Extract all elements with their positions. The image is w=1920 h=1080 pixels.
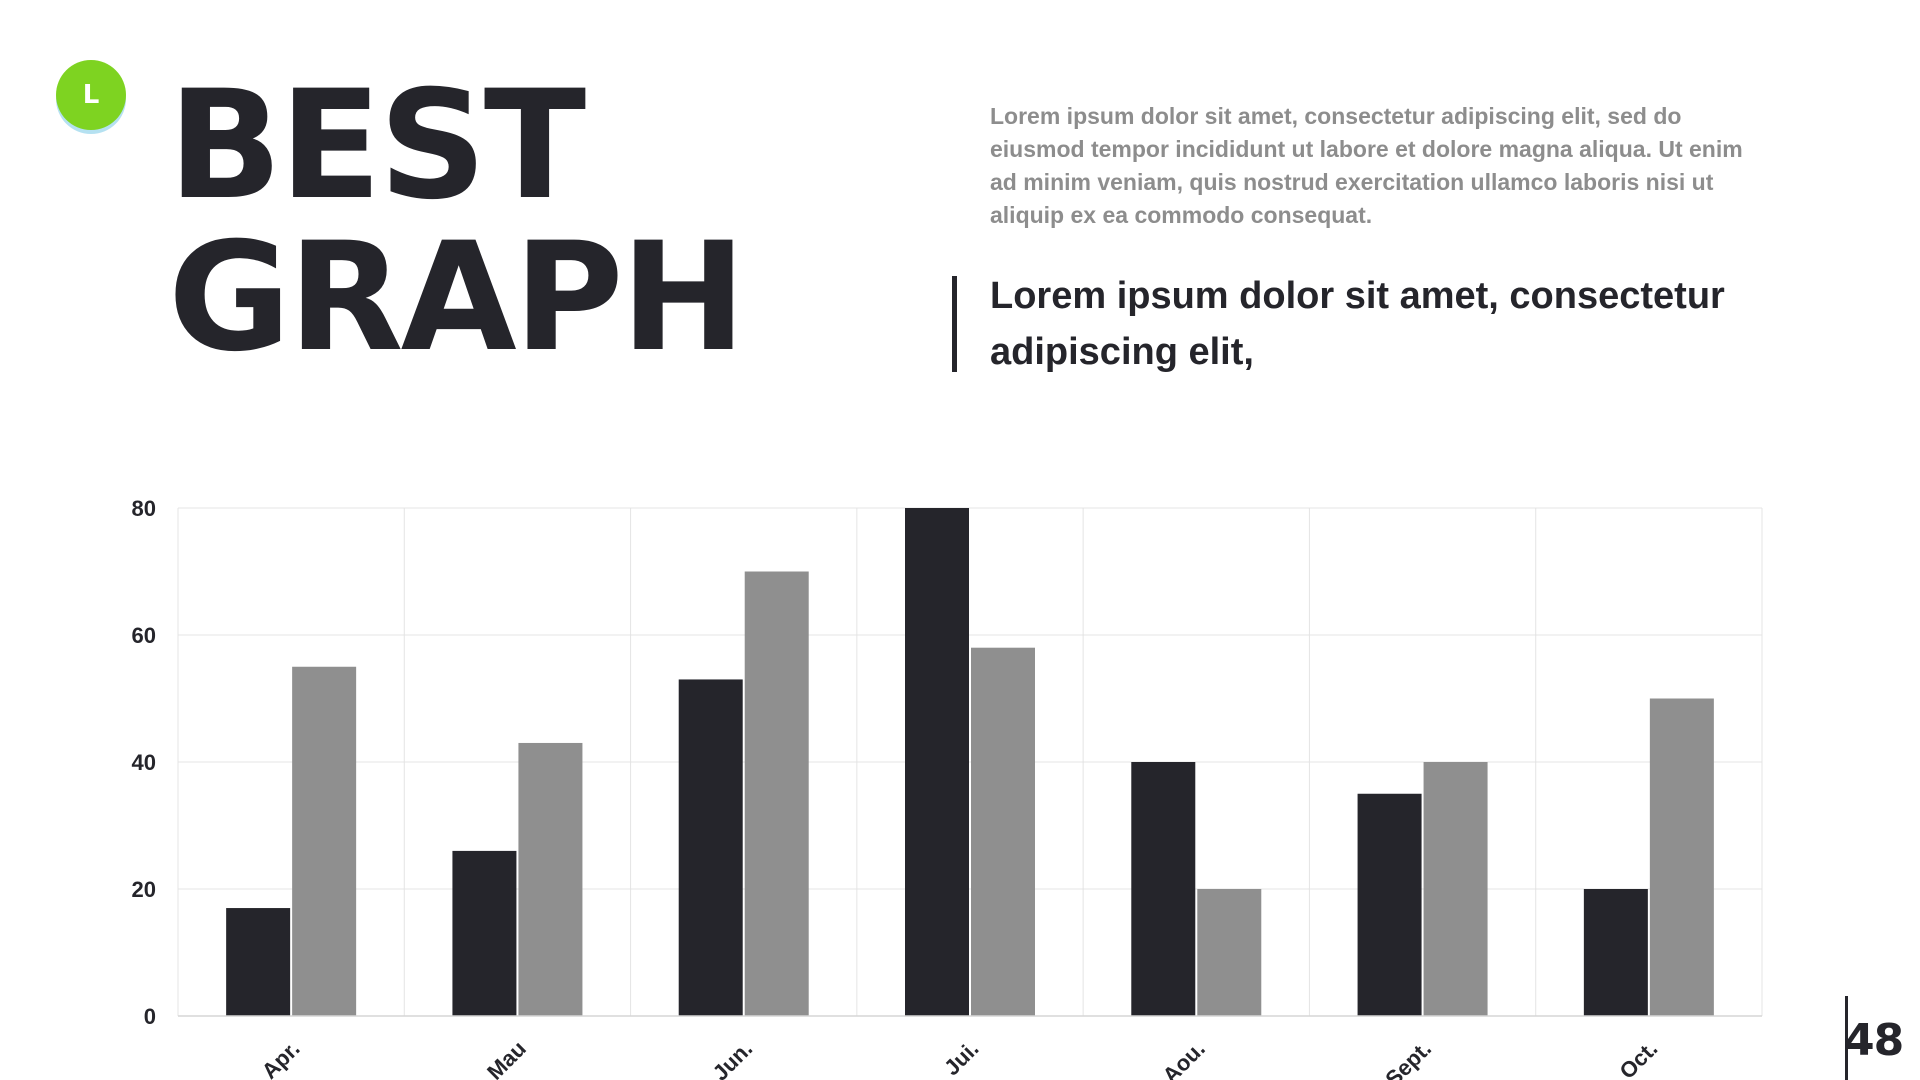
bar-series-1 — [452, 850, 517, 1016]
bar-series-2 — [292, 666, 357, 1016]
logo-letter: L — [82, 80, 100, 110]
logo-badge-icon: L — [56, 60, 126, 130]
title-line-2: GRAPH — [168, 211, 746, 385]
bar-series-1 — [226, 908, 291, 1016]
bar-series-1 — [678, 679, 743, 1016]
y-tick-label: 80 — [132, 496, 156, 521]
x-tick-label: Jui. — [939, 1036, 983, 1080]
quote-bar — [952, 276, 957, 372]
page-number-bar — [1845, 996, 1848, 1080]
bar-series-2 — [744, 571, 809, 1016]
x-tick-label: Jun. — [708, 1036, 758, 1080]
x-tick-label: Apr. — [257, 1036, 305, 1080]
bar-series-2 — [518, 742, 583, 1016]
bar-series-1 — [1357, 793, 1422, 1016]
bar-series-2 — [1423, 762, 1488, 1016]
quote-text: Lorem ipsum dolor sit amet, consectetur … — [990, 275, 1725, 373]
page-title: BEST GRAPH — [168, 59, 746, 385]
y-tick-label: 40 — [132, 750, 156, 775]
y-tick-label: 20 — [132, 877, 156, 902]
bar-series-1 — [905, 508, 969, 1016]
page-number: 48 — [1844, 1015, 1904, 1066]
x-tick-label: Oct. — [1614, 1036, 1662, 1080]
bar-series-1 — [1583, 889, 1648, 1016]
x-tick-label: Sept. — [1380, 1036, 1436, 1080]
y-tick-label: 0 — [144, 1004, 156, 1029]
title-line-1: BEST — [168, 59, 586, 233]
y-tick-label: 60 — [132, 623, 156, 648]
bar-series-1 — [1131, 762, 1196, 1016]
bar-series-2 — [1649, 698, 1714, 1016]
x-tick-label: Aou. — [1158, 1036, 1210, 1080]
bar-series-2 — [1197, 889, 1262, 1016]
intro-paragraph: Lorem ipsum dolor sit amet, consectetur … — [990, 103, 1743, 228]
bar-series-2 — [971, 647, 1035, 1016]
x-tick-label: Mau — [482, 1036, 531, 1080]
